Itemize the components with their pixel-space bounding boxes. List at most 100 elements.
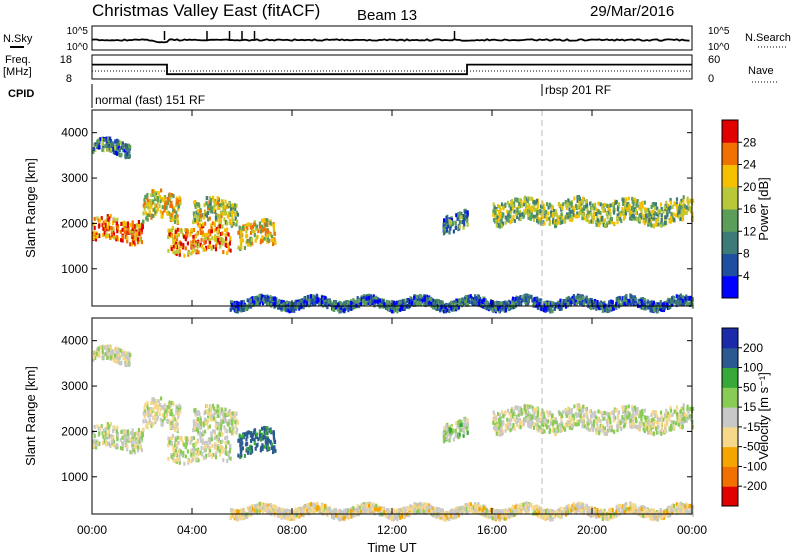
scatter-cell bbox=[191, 436, 193, 440]
scatter-cell bbox=[664, 413, 666, 417]
scatter-cell bbox=[512, 215, 514, 219]
scatter-cell bbox=[595, 208, 597, 212]
scatter-cell bbox=[625, 197, 627, 201]
scatter-cell bbox=[186, 441, 188, 445]
scatter-cell bbox=[343, 308, 345, 312]
scatter-cell bbox=[624, 302, 626, 306]
scatter-cell bbox=[549, 203, 551, 207]
scatter-cell bbox=[242, 226, 244, 230]
scatter-cell bbox=[102, 142, 104, 146]
scatter-cell bbox=[533, 200, 535, 204]
scatter-cell bbox=[637, 199, 639, 203]
scatter-cell bbox=[461, 215, 463, 219]
scatter-cell bbox=[246, 234, 248, 238]
scatter-cell bbox=[531, 299, 533, 303]
scatter-cell bbox=[335, 300, 337, 304]
scatter-cell bbox=[115, 151, 117, 155]
scatter-cell bbox=[506, 210, 508, 214]
scatter-cell bbox=[116, 347, 118, 351]
scatter-cell bbox=[132, 224, 134, 228]
scatter-cell bbox=[237, 454, 239, 458]
scatter-cell bbox=[575, 204, 577, 208]
scatter-cell bbox=[234, 420, 236, 424]
scatter-cell bbox=[689, 199, 691, 203]
scatter-cell bbox=[293, 309, 295, 313]
scatter-cell bbox=[616, 200, 618, 204]
scatter-cell bbox=[224, 413, 226, 417]
scatter-cell bbox=[122, 144, 124, 148]
scatter-cell bbox=[537, 220, 539, 224]
scatter-cell bbox=[494, 211, 496, 215]
scatter-cell bbox=[657, 309, 659, 313]
scatter-cell bbox=[507, 201, 509, 205]
scatter-cell bbox=[190, 453, 192, 457]
scatter-cell bbox=[141, 228, 143, 232]
beam-label: Beam 13 bbox=[357, 7, 417, 24]
scatter-cell bbox=[635, 417, 637, 421]
scatter-cell bbox=[224, 200, 226, 204]
scatter-cell bbox=[624, 414, 626, 418]
scatter-cell bbox=[145, 211, 147, 215]
scatter-cell bbox=[597, 202, 599, 206]
scatter-cell bbox=[678, 211, 680, 215]
scatter-cell bbox=[501, 432, 503, 436]
scatter-cell bbox=[277, 301, 279, 305]
scatter-cell bbox=[641, 299, 643, 303]
scatter-cell bbox=[512, 297, 514, 301]
scatter-cell bbox=[246, 442, 248, 446]
scatter-cell bbox=[103, 346, 105, 350]
scatter-cell bbox=[682, 209, 684, 213]
scatter-cell bbox=[289, 301, 291, 305]
scatter-cell bbox=[438, 303, 440, 307]
scatter-cell bbox=[194, 457, 196, 461]
scatter-cell bbox=[516, 208, 518, 212]
colorbar-cell bbox=[722, 276, 738, 299]
scatter-cell bbox=[533, 218, 535, 222]
scatter-cell bbox=[531, 213, 533, 217]
scatter-cell bbox=[345, 300, 347, 304]
scatter-cell bbox=[176, 409, 178, 413]
scatter-cell bbox=[182, 243, 184, 247]
scatter-cell bbox=[678, 215, 680, 219]
scatter-cell bbox=[261, 235, 263, 239]
scatter-cell bbox=[160, 418, 162, 422]
scatter-cell bbox=[561, 414, 563, 418]
scatter-cell bbox=[219, 432, 221, 436]
scatter-cell bbox=[226, 436, 228, 440]
scatter-cell bbox=[222, 458, 224, 462]
scatter-cell bbox=[240, 238, 242, 242]
scatter-cell bbox=[170, 201, 172, 205]
scatter-cell bbox=[201, 446, 203, 450]
scatter-cell bbox=[111, 232, 113, 236]
scatter-cell bbox=[636, 203, 638, 207]
scatter-cell bbox=[321, 300, 323, 304]
scatter-cell bbox=[599, 211, 601, 215]
scatter-cell bbox=[611, 217, 613, 221]
scatter-cell bbox=[99, 426, 101, 430]
scatter-cell bbox=[579, 294, 581, 298]
scatter-cell bbox=[152, 422, 154, 426]
scatter-cell bbox=[582, 200, 584, 204]
scatter-cell bbox=[192, 250, 194, 254]
scatter-cell bbox=[120, 153, 122, 157]
colorbar-cell bbox=[722, 231, 738, 254]
scatter-cell bbox=[211, 414, 213, 418]
scatter-cell bbox=[200, 218, 202, 222]
scatter-cell bbox=[682, 217, 684, 221]
scatter-cell bbox=[177, 436, 179, 440]
scatter-cell bbox=[582, 296, 584, 300]
scatter-cell bbox=[507, 213, 509, 217]
scatter-cell bbox=[196, 410, 198, 414]
scatter-cell bbox=[474, 300, 476, 304]
scatter-cell bbox=[172, 194, 174, 198]
scatter-cell bbox=[176, 427, 178, 431]
scatter-cell bbox=[237, 302, 239, 306]
scatter-cell bbox=[236, 428, 238, 432]
colorbar-cell bbox=[722, 142, 738, 165]
scatter-cell bbox=[593, 419, 595, 423]
scatter-cell bbox=[120, 446, 122, 450]
scatter-cell bbox=[677, 301, 679, 305]
scatter-cell bbox=[129, 438, 131, 442]
scatter-cell bbox=[668, 209, 670, 213]
scatter-cell bbox=[166, 211, 168, 215]
